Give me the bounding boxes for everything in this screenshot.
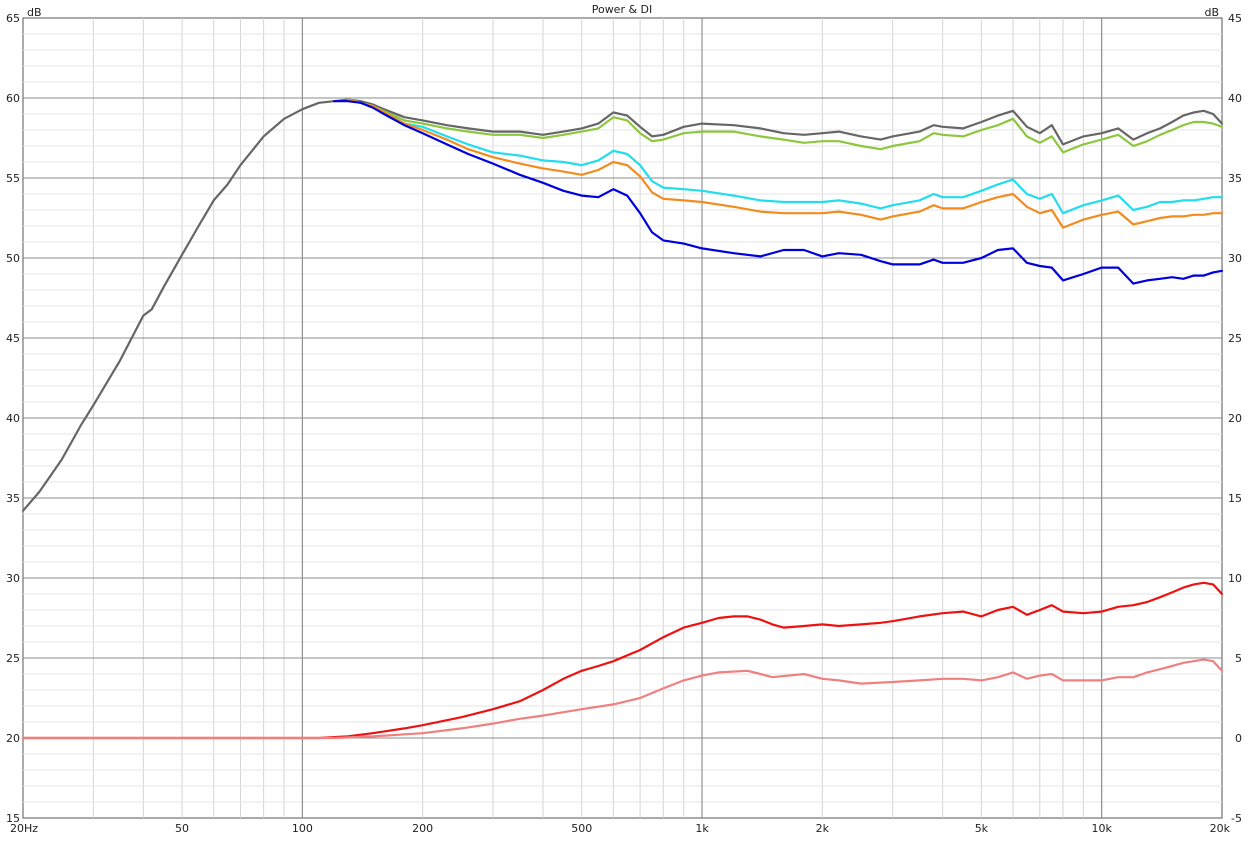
series-line-1 (21, 98, 1224, 512)
y-right-tick-label: 30 (1228, 252, 1242, 265)
series-line-4 (346, 98, 1224, 229)
y-right-tick-label: 0 (1235, 732, 1242, 745)
y-left-tick-label: 45 (6, 332, 20, 345)
series-line-3 (346, 98, 1224, 215)
y-right-tick-label: -5 (1231, 812, 1242, 825)
y-right-tick-label: 10 (1228, 572, 1242, 585)
series-line-5 (332, 100, 1224, 285)
y-right-tick-label: 15 (1228, 492, 1242, 505)
y-right-tick-label: 40 (1228, 92, 1242, 105)
x-tick-label: 2k (816, 822, 830, 835)
y-left-tick-label: 55 (6, 172, 20, 185)
series-line-7 (21, 658, 1224, 740)
x-tick-label: 50 (175, 822, 189, 835)
x-tick-label: 5k (975, 822, 989, 835)
x-tick-label: 100 (292, 822, 313, 835)
x-tick-label: 20Hz (10, 822, 38, 835)
y-left-unit: dB (27, 6, 42, 19)
labels-layer: 20Hz 50 100 200 500 1k 2k 5k 10k 20k1520253035404… (6, 12, 1242, 835)
chart-title: Power & DI (592, 3, 653, 16)
y-left-tick-label: 40 (6, 412, 20, 425)
y-right-tick-label: 45 (1228, 12, 1242, 25)
y-left-tick-label: 50 (6, 252, 20, 265)
y-left-tick-label: 20 (6, 732, 20, 745)
series-line-6 (21, 581, 1224, 740)
series-line-2 (346, 98, 1224, 154)
y-right-unit: dB (1204, 6, 1219, 19)
y-right-tick-label: 5 (1235, 652, 1242, 665)
y-left-tick-label: 15 (6, 812, 20, 825)
y-right-tick-label: 35 (1228, 172, 1242, 185)
x-tick-label: 1k (695, 822, 709, 835)
y-left-tick-label: 60 (6, 92, 20, 105)
y-left-tick-label: 30 (6, 572, 20, 585)
x-tick-label: 20k (1210, 822, 1231, 835)
major-grid (23, 18, 1222, 818)
series-layer (21, 98, 1224, 740)
y-left-tick-label: 25 (6, 652, 20, 665)
x-tick-label: 500 (571, 822, 592, 835)
y-left-tick-label: 65 (6, 12, 20, 25)
y-right-tick-label: 20 (1228, 412, 1242, 425)
y-right-tick-label: 25 (1228, 332, 1242, 345)
x-tick-label: 200 (412, 822, 433, 835)
x-tick-label: 10k (1092, 822, 1113, 835)
y-left-tick-label: 35 (6, 492, 20, 505)
